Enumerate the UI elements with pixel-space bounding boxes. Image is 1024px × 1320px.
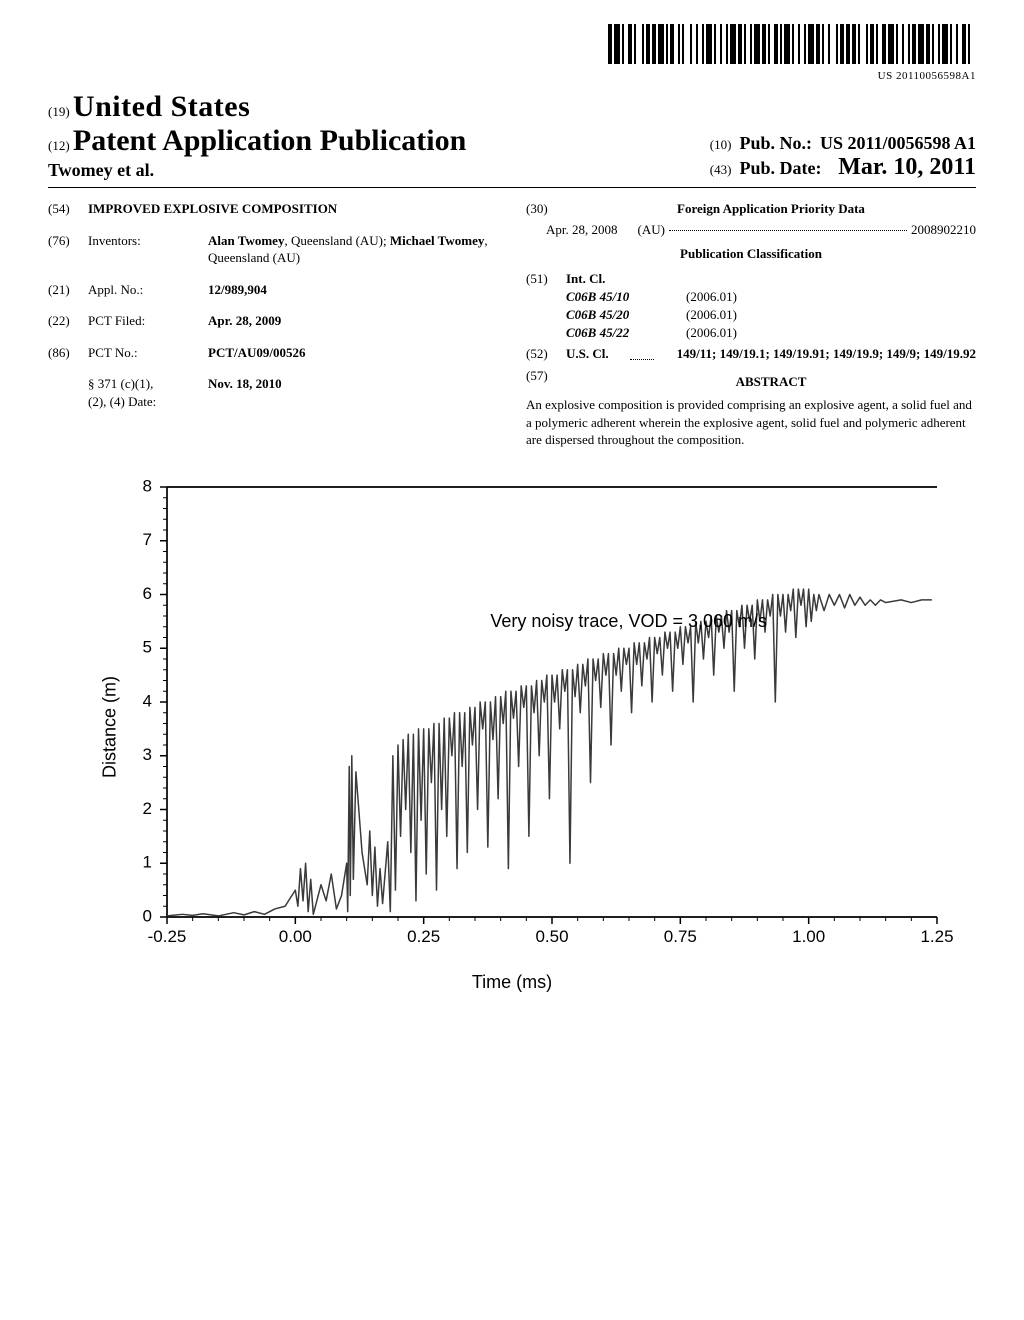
svg-text:1: 1 [143, 853, 152, 872]
svg-text:-0.25: -0.25 [148, 927, 187, 946]
svg-text:1.25: 1.25 [920, 927, 953, 946]
applno-value: 12/989,904 [208, 281, 498, 299]
inventors-code: (76) [48, 232, 88, 267]
svg-text:6: 6 [143, 584, 152, 603]
priority-code: (30) [526, 200, 566, 218]
intcl-label: Int. Cl. [566, 270, 605, 288]
barcode-caption: US 20110056598A1 [48, 70, 976, 82]
pubno-code: (10) [710, 137, 732, 153]
vod-chart: 0 1 2 3 4 5 6 7 8 -0.25 0.00 0.25 0.50 0.75 1.00 1.25 D… [67, 467, 957, 987]
svg-text:4: 4 [143, 691, 152, 710]
pctno-value: PCT/AU09/00526 [208, 344, 498, 362]
barcode-block: US 20110056598A1 [48, 24, 976, 82]
priority-number: 2008902210 [911, 222, 976, 238]
inventors-label: Inventors: [88, 232, 208, 267]
biblio-section: (54) IMPROVED EXPLOSIVE COMPOSITION (76)… [48, 200, 976, 449]
svg-text:5: 5 [143, 638, 152, 657]
priority-country: (AU) [638, 222, 665, 238]
header-right: (10) Pub. No.: US 2011/0056598 A1 (43) P… [710, 133, 976, 181]
s371-value: Nov. 18, 2010 [208, 375, 498, 410]
svg-text:0.50: 0.50 [535, 927, 568, 946]
title-code: (54) [48, 200, 88, 218]
svg-text:2: 2 [143, 799, 152, 818]
applno-label: Appl. No.: [88, 281, 208, 299]
abstract-code: (57) [526, 367, 566, 397]
priority-date: Apr. 28, 2008 [546, 222, 618, 238]
pctno-code: (86) [48, 344, 88, 362]
abstract-text: An explosive composition is provided com… [526, 396, 976, 449]
pubno-value: US 2011/0056598 A1 [820, 133, 976, 154]
uscl-code: (52) [526, 345, 566, 363]
inventors-value: Alan Twomey, Queensland (AU); Michael Tw… [208, 232, 498, 267]
intcl-code: (51) [526, 270, 566, 288]
uscl-value: 149/11; 149/19.1; 149/19.91; 149/19.9; 1… [658, 345, 976, 363]
pubdate-label: Pub. Date: [739, 158, 821, 179]
dotted-leader [630, 342, 654, 360]
svg-text:7: 7 [143, 530, 152, 549]
priority-title: Foreign Application Priority Data [566, 200, 976, 218]
header-left: (19) United States (12) Patent Applicati… [48, 90, 466, 181]
pubdate-code: (43) [710, 162, 732, 178]
pctfiled-value: Apr. 28, 2009 [208, 312, 498, 330]
uscl-label: U.S. Cl. [566, 345, 626, 363]
pubdate-value: Mar. 10, 2011 [838, 154, 976, 181]
svg-text:0.00: 0.00 [279, 927, 312, 946]
intcl-list: C06B 45/10(2006.01)C06B 45/20(2006.01)C0… [566, 289, 976, 341]
svg-text:3: 3 [143, 745, 152, 764]
dotted-leader [669, 230, 907, 231]
pub-class-title: Publication Classification [526, 246, 976, 262]
svg-text:1.00: 1.00 [792, 927, 825, 946]
chart-annotation: Very noisy trace, VOD = 3,060 m/s [490, 611, 767, 632]
doc-header: (19) United States (12) Patent Applicati… [48, 90, 976, 188]
chart-svg: 0 1 2 3 4 5 6 7 8 -0.25 0.00 0.25 0.50 0.75 1.00 1.25 [67, 467, 957, 987]
pctfiled-code: (22) [48, 312, 88, 330]
s371-label: § 371 (c)(1), (2), (4) Date: [88, 375, 208, 410]
applno-code: (21) [48, 281, 88, 299]
pctfiled-label: PCT Filed: [88, 312, 208, 330]
country-name: United States [73, 90, 250, 123]
pctno-label: PCT No.: [88, 344, 208, 362]
pubno-label: Pub. No.: [739, 133, 812, 154]
abstract-title: ABSTRACT [566, 373, 976, 391]
biblio-left-col: (54) IMPROVED EXPLOSIVE COMPOSITION (76)… [48, 200, 498, 449]
pubcode-19: (19) [48, 104, 70, 119]
svg-text:8: 8 [143, 476, 152, 495]
publication-title: Patent Application Publication [73, 124, 466, 157]
pubcode-12: (12) [48, 138, 70, 153]
svg-text:0.25: 0.25 [407, 927, 440, 946]
y-axis-label: Distance (m) [100, 676, 121, 778]
svg-text:0.75: 0.75 [664, 927, 697, 946]
author-names: Twomey et al. [48, 160, 466, 181]
svg-text:0: 0 [143, 906, 152, 925]
barcode-graphic [608, 24, 976, 64]
x-axis-label: Time (ms) [472, 972, 552, 993]
s371-blank [48, 375, 88, 410]
invention-title: IMPROVED EXPLOSIVE COMPOSITION [88, 200, 498, 218]
biblio-right-col: (30) Foreign Application Priority Data A… [526, 200, 976, 449]
